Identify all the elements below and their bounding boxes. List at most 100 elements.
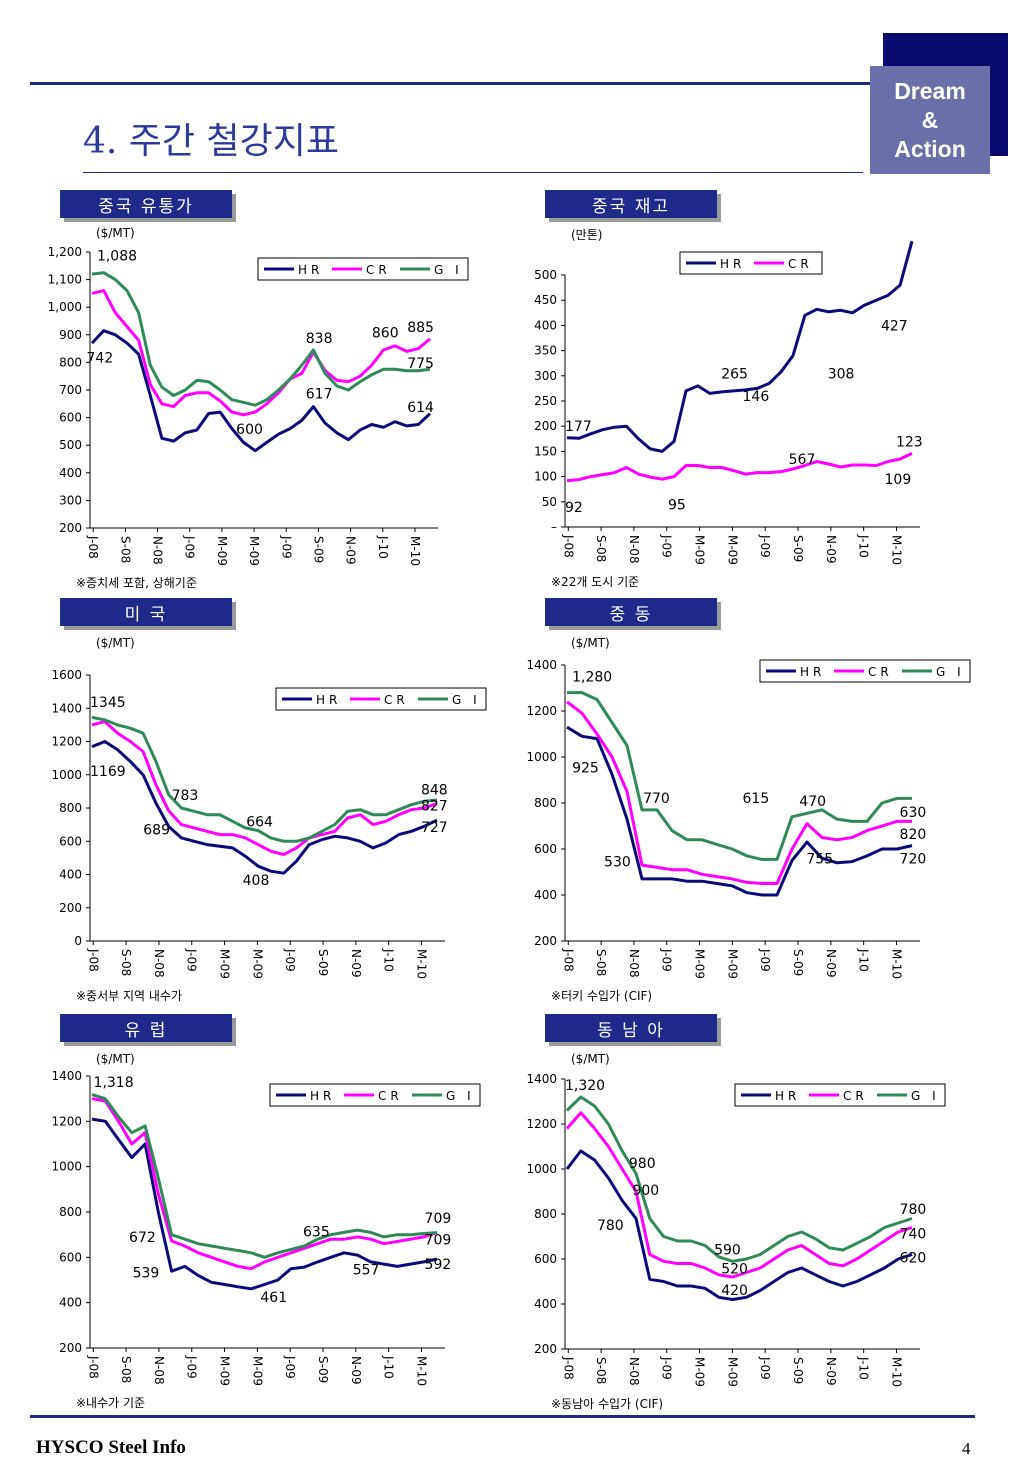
chart-title: 미 국 (60, 598, 232, 626)
y-tick-label: 600 (59, 1250, 82, 1264)
x-tick-label: J-09 (185, 1355, 199, 1379)
y-tick-label: 400 (59, 1296, 82, 1310)
x-tick-label: J-09 (660, 534, 674, 558)
y-tick-label: 800 (59, 355, 82, 369)
x-tick-label: N-08 (151, 536, 165, 565)
x-tick-label: N-08 (152, 1356, 166, 1385)
x-tick-label: J-09 (660, 948, 674, 972)
x-tick-label: M-09 (725, 1357, 739, 1387)
legend-label-gi: G I (434, 263, 463, 277)
x-tick-label: J-09 (279, 535, 293, 559)
chart-footnote: ※터키 수입가 (CIF) (551, 989, 653, 1003)
series-line-cr (91, 289, 431, 417)
data-label: 615 (743, 791, 770, 807)
legend-box (269, 1083, 481, 1107)
y-tick-label: 1400 (51, 701, 82, 715)
series-line-gi (91, 715, 438, 843)
y-tick-label: 200 (59, 1341, 82, 1355)
data-label: 727 (421, 820, 448, 836)
x-tick-label: J-08 (86, 535, 100, 559)
y-tick-label: 350 (534, 344, 557, 358)
legend-box (734, 1083, 946, 1107)
data-label: 600 (236, 422, 263, 438)
legend-box (275, 687, 487, 711)
chart-unit: ($/MT) (96, 1052, 135, 1066)
data-label: 1169 (90, 764, 126, 780)
footer-brand: HYSCO Steel Info (36, 1437, 186, 1458)
x-tick-label: N-09 (824, 535, 838, 564)
data-label: 614 (407, 400, 434, 416)
x-tick-label: N-09 (824, 949, 838, 978)
chart-svg: – 50 100 150 200 250 300 350 400 450 500 J-08 S-08 N-… (534, 240, 923, 565)
y-tick-label: 800 (534, 1207, 557, 1221)
y-tick-label: 600 (59, 411, 82, 425)
y-tick-label: 1200 (526, 1117, 557, 1131)
x-tick-label: S-08 (594, 949, 608, 976)
legend-label-hr: HR (800, 665, 825, 679)
x-tick-label: N-08 (627, 949, 641, 978)
y-tick-label: 200 (534, 419, 557, 433)
series-line-gi (567, 691, 912, 861)
chart-panel-middle-east: 중 동 ($/MT) 200 400 600 800 1000 1200 1400 J-08 S-0… (515, 598, 971, 1003)
data-label: 1,320 (565, 1078, 605, 1094)
data-label: 427 (881, 318, 908, 334)
x-tick-label: J-09 (185, 948, 199, 972)
x-tick-label: J-08 (561, 948, 575, 972)
chart-title: 중국 재고 (545, 190, 717, 218)
y-tick-label: 800 (59, 801, 82, 815)
x-tick-label: J-09 (283, 1355, 297, 1379)
footer-rule (30, 1415, 975, 1418)
x-tick-label: S-08 (119, 949, 133, 976)
data-label: 925 (572, 761, 599, 777)
x-tick-label: S-08 (594, 535, 608, 562)
legend-label-cr: CR (788, 257, 813, 271)
y-tick-label: 150 (534, 444, 557, 458)
logo-line-2: & (921, 106, 939, 133)
data-label: 900 (632, 1183, 659, 1199)
chart-footnote: ※중서부 지역 내수가 (76, 989, 183, 1003)
legend-label-cr: CR (384, 693, 409, 707)
y-tick-label: 1600 (51, 668, 82, 682)
y-tick-label: 1200 (51, 735, 82, 749)
data-label: 848 (421, 783, 448, 799)
chart-title: 중국 유통가 (60, 190, 232, 218)
y-tick-label: 200 (534, 934, 557, 948)
x-tick-label: J-08 (561, 534, 575, 558)
x-tick-label: J-08 (86, 1355, 100, 1379)
x-tick-label: M-09 (247, 536, 261, 566)
data-label: 92 (565, 500, 583, 516)
chart-title: 유 럽 (60, 1014, 232, 1042)
series-line-cr (566, 700, 912, 885)
legend-label-gi: G I (936, 665, 965, 679)
x-tick-label: M-10 (889, 535, 903, 565)
chart-panel-china-inventory: 중국 재고 (만톤) – 50 100 150 200 250 300 350 400 450 500 J… (515, 190, 955, 595)
data-label: 885 (407, 320, 434, 336)
data-label: 265 (721, 366, 748, 382)
y-tick-label: 400 (59, 466, 82, 480)
data-label: 620 (900, 1251, 927, 1267)
data-label: 720 (900, 852, 927, 868)
data-label: 860 (372, 326, 399, 342)
chart-panel-europe: 유 럽 ($/MT) 200 400 600 800 1000 1200 1400 J-08 S-0… (40, 1014, 481, 1419)
header-rule (30, 82, 870, 85)
data-label: 177 (565, 419, 592, 435)
chart-footnote: ※22개 도시 기준 (551, 575, 640, 589)
x-tick-label: J-10 (857, 1356, 871, 1380)
x-tick-label: M-09 (693, 949, 707, 979)
data-label: 95 (668, 497, 686, 513)
page-number: 4 (962, 1439, 971, 1458)
y-tick-label: 600 (534, 842, 557, 856)
x-tick-label: M-09 (218, 949, 232, 979)
data-label: 630 (900, 805, 927, 821)
y-tick-label: 1000 (526, 1162, 557, 1176)
chart-svg: 200 400 600 800 1000 1200 1400 J-08 S-08 N-08 J-09… (526, 1072, 946, 1387)
data-label: 742 (87, 350, 114, 366)
legend-label-cr: CR (366, 263, 391, 277)
data-label: 1345 (90, 695, 126, 711)
chart-footnote: ※증치세 포함, 상해기준 (76, 576, 197, 590)
axis-lines (89, 252, 438, 529)
chart-unit: (만톤) (571, 228, 603, 242)
data-label: 780 (900, 1202, 927, 1218)
x-tick-label: J-09 (758, 1356, 772, 1380)
x-tick-label: J-09 (758, 534, 772, 558)
